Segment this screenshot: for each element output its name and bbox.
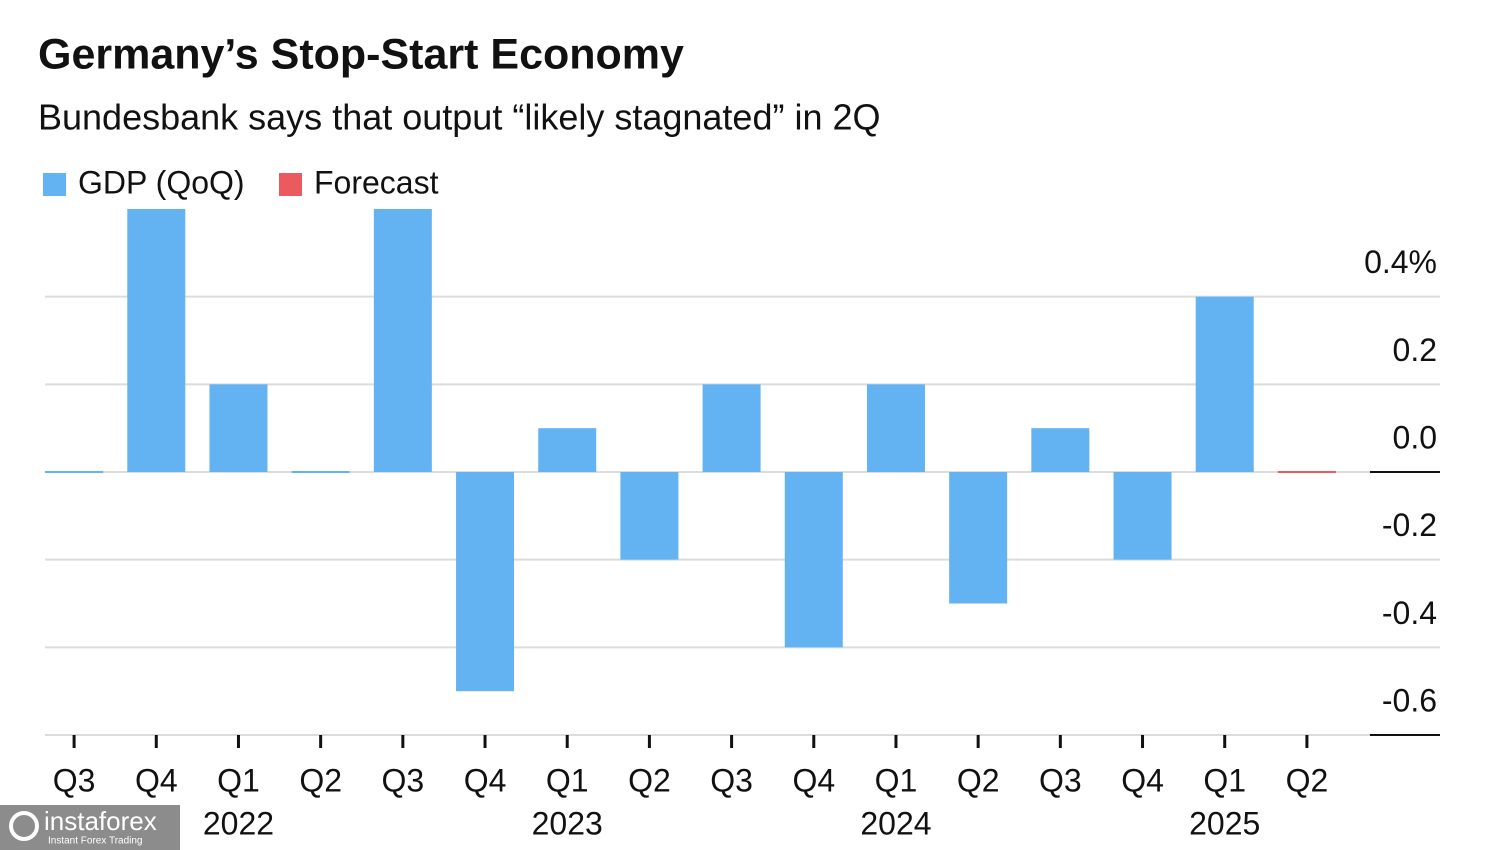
year-label: 2025 xyxy=(1189,805,1260,841)
legend-label: Forecast xyxy=(314,164,439,200)
x-tick-label: Q4 xyxy=(1121,762,1164,798)
x-tick-label: Q3 xyxy=(382,762,425,798)
bar xyxy=(45,471,104,473)
year-label: 2024 xyxy=(860,805,931,841)
bar xyxy=(702,384,761,472)
y-tick-label: 0.4% xyxy=(1364,244,1437,280)
x-tick-label: Q1 xyxy=(546,762,589,798)
bar xyxy=(620,472,679,560)
watermark-tagline: Instant Forex Trading xyxy=(48,836,143,847)
bar xyxy=(209,384,268,472)
chart-title: Germany’s Stop-Start Economy xyxy=(38,30,684,78)
year-label: 2022 xyxy=(203,805,274,841)
x-tick-label: Q3 xyxy=(1039,762,1082,798)
x-tick-label: Q3 xyxy=(53,762,96,798)
bar xyxy=(538,428,597,472)
bar xyxy=(949,472,1008,604)
bar xyxy=(373,209,432,472)
year-label: 2023 xyxy=(532,805,603,841)
bar xyxy=(866,384,925,472)
legend-swatch xyxy=(43,173,66,196)
y-tick-label: -0.6 xyxy=(1382,682,1437,718)
x-tick-label: Q2 xyxy=(299,762,342,798)
y-tick-label: 0.2 xyxy=(1393,332,1437,368)
bar xyxy=(1113,472,1172,560)
x-tick-label: Q3 xyxy=(710,762,753,798)
bar xyxy=(291,471,350,473)
chart-subtitle: Bundesbank says that output “likely stag… xyxy=(38,97,881,138)
x-tick-label: Q4 xyxy=(792,762,835,798)
x-tick-label: Q4 xyxy=(135,762,178,798)
x-tick-label: Q2 xyxy=(1286,762,1329,798)
watermark-brand: instaforex xyxy=(44,806,157,836)
x-tick-label: Q1 xyxy=(1203,762,1246,798)
bar xyxy=(1031,428,1090,472)
x-tick-label: Q4 xyxy=(464,762,507,798)
legend-label: GDP (QoQ) xyxy=(78,164,245,200)
y-tick-label: 0.0 xyxy=(1393,419,1437,455)
bar xyxy=(1195,296,1254,472)
bar xyxy=(784,472,843,648)
bar xyxy=(127,209,186,472)
legend: GDP (QoQ) Forecast xyxy=(43,164,439,200)
watermark-logo xyxy=(9,811,39,841)
plot-area: 0.4% 0.2 0.0 -0.2 -0.4 -0.6 Q3 Q4 Q1 2022 Q2 Q3 Q4 Q1… xyxy=(45,209,1440,841)
x-tick-label: Q1 xyxy=(875,762,918,798)
bar xyxy=(456,472,515,692)
y-tick-label: -0.2 xyxy=(1382,507,1437,543)
bar xyxy=(1277,471,1336,473)
x-tick-label: Q2 xyxy=(957,762,1000,798)
legend-swatch xyxy=(279,173,302,196)
x-tick-label: Q2 xyxy=(628,762,671,798)
y-tick-label: -0.4 xyxy=(1382,595,1437,631)
x-tick-label: Q1 xyxy=(217,762,260,798)
